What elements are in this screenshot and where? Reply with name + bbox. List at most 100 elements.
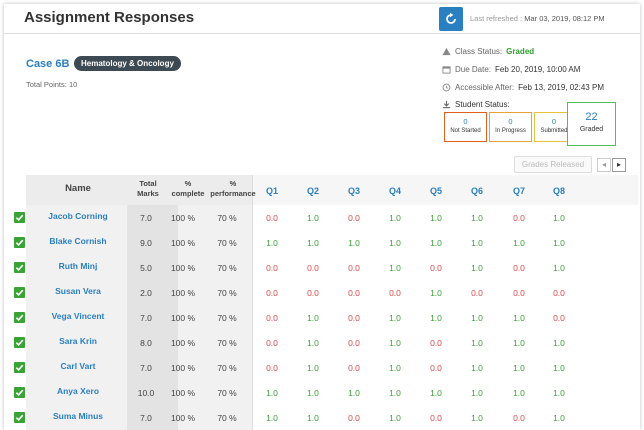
question-score-cell[interactable]: 0.0 — [430, 338, 442, 348]
student-name-link[interactable]: Vega Vincent — [51, 311, 105, 321]
row-checkbox[interactable] — [14, 237, 25, 248]
question-score-cell[interactable]: 0.0 — [430, 263, 442, 273]
student-name-link[interactable]: Carl Vart — [60, 361, 96, 371]
header-question-7[interactable]: Q7 — [512, 186, 525, 196]
question-score-cell[interactable]: 1.0 — [553, 413, 565, 423]
question-score-cell[interactable]: 1.0 — [389, 388, 401, 398]
row-checkbox[interactable] — [14, 262, 25, 273]
student-name-link[interactable]: Blake Cornish — [49, 236, 107, 246]
header-percent-complete[interactable]: % complete — [166, 179, 210, 199]
question-score-cell[interactable]: 0.0 — [513, 413, 525, 423]
question-score-cell[interactable]: 0.0 — [266, 313, 278, 323]
question-score-cell[interactable]: 1.0 — [307, 238, 319, 248]
student-name-link[interactable]: Suma Minus — [52, 411, 104, 421]
header-question-8[interactable]: Q8 — [552, 186, 565, 196]
row-checkbox[interactable] — [14, 212, 25, 223]
question-score-cell[interactable]: 0.0 — [513, 263, 525, 273]
grades-released-button[interactable]: Grades Released — [514, 156, 592, 173]
question-score-cell[interactable]: 1.0 — [513, 338, 525, 348]
question-score-cell[interactable]: 1.0 — [307, 413, 319, 423]
student-name-link[interactable]: Ruth Minj — [58, 261, 98, 271]
student-name-link[interactable]: Jacob Corning — [48, 211, 108, 221]
question-score-cell[interactable]: 1.0 — [471, 413, 483, 423]
question-score-cell[interactable]: 0.0 — [348, 338, 360, 348]
header-total-marks[interactable]: Total Marks — [131, 179, 165, 199]
student-name-link[interactable]: Susan Vera — [55, 286, 101, 296]
header-question-4[interactable]: Q4 — [388, 186, 401, 196]
graded-box[interactable]: 22 Graded — [567, 102, 616, 146]
question-score-cell[interactable]: 1.0 — [307, 388, 319, 398]
question-score-cell[interactable]: 0.0 — [266, 288, 278, 298]
question-score-cell[interactable]: 1.0 — [389, 263, 401, 273]
question-score-cell[interactable]: 0.0 — [307, 263, 319, 273]
row-checkbox[interactable] — [14, 312, 25, 323]
student-name-link[interactable]: Sara Krin — [59, 336, 97, 346]
question-score-cell[interactable]: 1.0 — [553, 238, 565, 248]
question-score-cell[interactable]: 0.0 — [266, 338, 278, 348]
question-score-cell[interactable]: 0.0 — [430, 413, 442, 423]
question-score-cell[interactable]: 1.0 — [430, 313, 442, 323]
question-score-cell[interactable]: 1.0 — [513, 363, 525, 373]
question-score-cell[interactable]: 1.0 — [266, 238, 278, 248]
not-started-box[interactable]: 0 Not Started — [444, 112, 487, 142]
question-score-cell[interactable]: 0.0 — [513, 213, 525, 223]
question-score-cell[interactable]: 1.0 — [553, 263, 565, 273]
question-score-cell[interactable]: 0.0 — [348, 363, 360, 373]
question-score-cell[interactable]: 0.0 — [348, 288, 360, 298]
question-score-cell[interactable]: 0.0 — [471, 288, 483, 298]
question-score-cell[interactable]: 1.0 — [471, 313, 483, 323]
header-question-6[interactable]: Q6 — [470, 186, 483, 196]
row-checkbox[interactable] — [14, 412, 25, 423]
row-checkbox[interactable] — [14, 387, 25, 398]
next-page-button[interactable]: ▸ — [612, 158, 626, 172]
question-score-cell[interactable]: 1.0 — [553, 213, 565, 223]
header-question-1[interactable]: Q1 — [265, 186, 278, 196]
question-score-cell[interactable]: 1.0 — [553, 388, 565, 398]
question-score-cell[interactable]: 0.0 — [266, 213, 278, 223]
question-score-cell[interactable]: 0.0 — [553, 288, 565, 298]
question-score-cell[interactable]: 0.0 — [553, 313, 565, 323]
header-question-3[interactable]: Q3 — [347, 186, 360, 196]
question-score-cell[interactable]: 1.0 — [307, 313, 319, 323]
question-score-cell[interactable]: 0.0 — [348, 413, 360, 423]
question-score-cell[interactable]: 1.0 — [430, 213, 442, 223]
question-score-cell[interactable]: 1.0 — [471, 263, 483, 273]
question-score-cell[interactable]: 1.0 — [307, 213, 319, 223]
row-checkbox[interactable] — [14, 287, 25, 298]
question-score-cell[interactable]: 1.0 — [266, 413, 278, 423]
question-score-cell[interactable]: 1.0 — [389, 413, 401, 423]
question-score-cell[interactable]: 0.0 — [307, 288, 319, 298]
refresh-button[interactable] — [439, 7, 463, 31]
header-question-5[interactable]: Q5 — [429, 186, 442, 196]
question-score-cell[interactable]: 1.0 — [430, 388, 442, 398]
question-score-cell[interactable]: 1.0 — [389, 238, 401, 248]
question-score-cell[interactable]: 1.0 — [513, 238, 525, 248]
question-score-cell[interactable]: 1.0 — [266, 388, 278, 398]
question-score-cell[interactable]: 1.0 — [307, 363, 319, 373]
question-score-cell[interactable]: 0.0 — [266, 363, 278, 373]
header-question-2[interactable]: Q2 — [306, 186, 319, 196]
header-percent-performance[interactable]: % performance — [204, 179, 262, 199]
question-score-cell[interactable]: 0.0 — [348, 313, 360, 323]
question-score-cell[interactable]: 0.0 — [513, 288, 525, 298]
question-score-cell[interactable]: 1.0 — [471, 213, 483, 223]
question-score-cell[interactable]: 1.0 — [389, 313, 401, 323]
question-score-cell[interactable]: 1.0 — [513, 313, 525, 323]
question-score-cell[interactable]: 1.0 — [553, 363, 565, 373]
question-score-cell[interactable]: 1.0 — [471, 238, 483, 248]
question-score-cell[interactable]: 1.0 — [389, 363, 401, 373]
case-title[interactable]: Case 6B — [26, 58, 70, 70]
in-progress-box[interactable]: 0 In Progress — [489, 112, 532, 142]
question-score-cell[interactable]: 1.0 — [430, 238, 442, 248]
question-score-cell[interactable]: 1.0 — [553, 338, 565, 348]
row-checkbox[interactable] — [14, 337, 25, 348]
header-name[interactable]: Name — [65, 183, 91, 194]
row-checkbox[interactable] — [14, 362, 25, 373]
question-score-cell[interactable]: 0.0 — [389, 288, 401, 298]
question-score-cell[interactable]: 1.0 — [513, 388, 525, 398]
question-score-cell[interactable]: 0.0 — [266, 263, 278, 273]
student-name-link[interactable]: Anya Xero — [56, 386, 100, 396]
question-score-cell[interactable]: 1.0 — [471, 388, 483, 398]
question-score-cell[interactable]: 1.0 — [471, 363, 483, 373]
question-score-cell[interactable]: 1.0 — [348, 388, 360, 398]
